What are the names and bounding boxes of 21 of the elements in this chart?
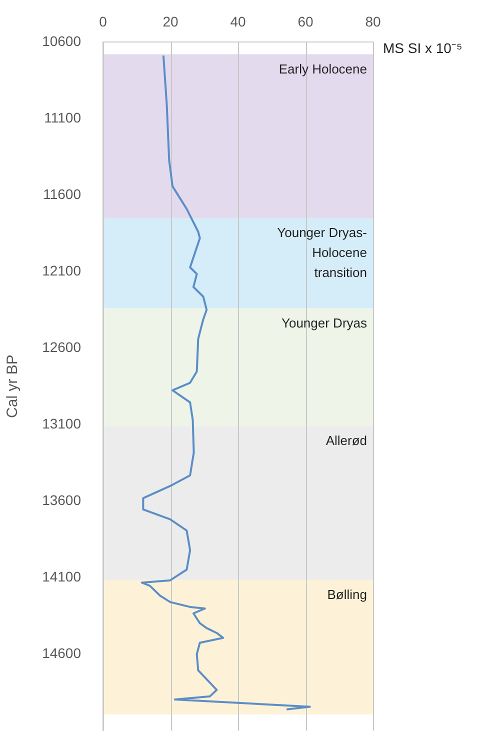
y-tick-label: 11100 — [44, 109, 82, 126]
y-tick-label: 13100 — [42, 415, 82, 432]
y-tick-label: 12600 — [42, 338, 82, 355]
band-label: Younger Dryas-Holocene transition — [277, 225, 367, 280]
x-tick-label: 0 — [99, 13, 108, 30]
x-tick-label: 20 — [162, 13, 178, 30]
band-label: Early Holocene — [278, 61, 367, 76]
x-tick-label: 80 — [365, 13, 381, 30]
y-tick-label: 10600 — [42, 32, 82, 49]
band-label: Younger Dryas — [281, 315, 368, 330]
band-label: Bølling — [327, 586, 367, 602]
x-tick-label: 60 — [298, 13, 314, 30]
y-axis-title: Cal yr BP — [4, 354, 22, 418]
y-tick-label: 14600 — [42, 644, 82, 661]
y-tick-label: 11600 — [43, 186, 82, 202]
y-tick-label: 13600 — [42, 492, 82, 508]
y-tick-label: 12100 — [42, 262, 82, 278]
x-tick-label: 40 — [230, 13, 246, 30]
x-axis-title: MS SI x 10⁻⁵ — [383, 40, 462, 56]
y-tick-label: 14100 — [42, 568, 82, 584]
band-label: Allerød — [326, 433, 367, 448]
